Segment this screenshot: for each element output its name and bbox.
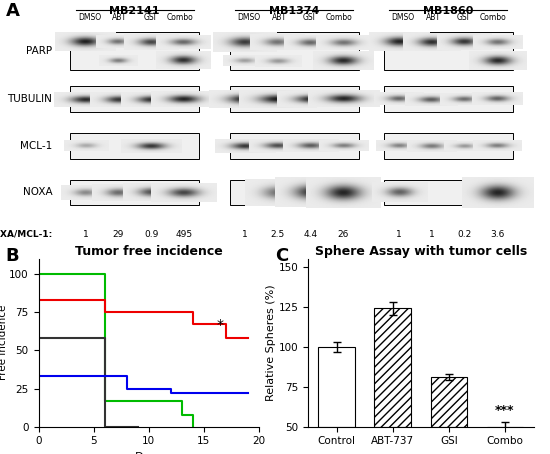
Text: DMSO: DMSO xyxy=(78,14,101,23)
Bar xyxy=(318,347,355,427)
Text: MB2141: MB2141 xyxy=(109,6,160,16)
Text: NOXA/MCL-1:: NOXA/MCL-1: xyxy=(0,230,52,239)
Text: PARP: PARP xyxy=(26,46,52,56)
Text: 3.6: 3.6 xyxy=(490,230,504,239)
Y-axis label: Relative Spheres (%): Relative Spheres (%) xyxy=(266,285,276,401)
Bar xyxy=(384,33,513,70)
Text: 0.9: 0.9 xyxy=(144,230,158,239)
Text: ABT: ABT xyxy=(272,14,287,23)
Bar xyxy=(70,33,199,70)
Bar xyxy=(230,33,359,70)
Text: ABT: ABT xyxy=(112,14,127,23)
Text: GSI: GSI xyxy=(457,14,470,23)
Bar xyxy=(384,133,513,159)
Bar xyxy=(230,133,359,159)
Bar xyxy=(230,86,359,112)
Bar xyxy=(70,133,199,159)
Bar xyxy=(70,86,199,112)
Text: 1: 1 xyxy=(242,230,248,239)
Legend: Control, ABT-737, GSI, Combo: Control, ABT-737, GSI, Combo xyxy=(310,288,369,333)
Text: A: A xyxy=(6,2,19,20)
X-axis label: Days: Days xyxy=(135,452,162,454)
Text: Combo: Combo xyxy=(480,14,507,23)
Text: 1: 1 xyxy=(429,230,434,239)
Text: MB1860: MB1860 xyxy=(423,6,474,16)
Bar xyxy=(70,180,199,205)
Bar xyxy=(384,180,513,205)
Text: MCL-1: MCL-1 xyxy=(20,141,52,151)
Text: GSI: GSI xyxy=(303,14,316,23)
Text: MB1374: MB1374 xyxy=(269,6,320,16)
Bar xyxy=(431,377,467,427)
Text: GSI: GSI xyxy=(144,14,156,23)
Text: 2.5: 2.5 xyxy=(271,230,285,239)
Text: DMSO: DMSO xyxy=(238,14,261,23)
Text: 26: 26 xyxy=(338,230,349,239)
Text: ***: *** xyxy=(495,404,515,417)
Title: Tumor free incidence: Tumor free incidence xyxy=(75,245,222,257)
Text: 1: 1 xyxy=(82,230,89,239)
Title: Sphere Assay with tumor cells: Sphere Assay with tumor cells xyxy=(315,245,527,257)
Text: 0.2: 0.2 xyxy=(458,230,472,239)
Text: 29: 29 xyxy=(113,230,124,239)
Text: *: * xyxy=(217,318,223,332)
Bar xyxy=(375,308,411,427)
Text: ABT: ABT xyxy=(426,14,441,23)
Bar xyxy=(230,180,359,205)
Text: TUBULIN: TUBULIN xyxy=(7,94,52,104)
Text: 4.4: 4.4 xyxy=(304,230,318,239)
Text: 1: 1 xyxy=(396,230,402,239)
Bar xyxy=(384,86,513,112)
Y-axis label: % of Tumor
Free Incidence: % of Tumor Free Incidence xyxy=(0,305,8,380)
Text: Combo: Combo xyxy=(167,14,194,23)
Text: C: C xyxy=(275,247,288,266)
Text: DMSO: DMSO xyxy=(392,14,415,23)
Text: B: B xyxy=(6,247,19,266)
Text: 495: 495 xyxy=(175,230,192,239)
Text: NOXA: NOXA xyxy=(23,188,52,197)
Text: Combo: Combo xyxy=(326,14,353,23)
